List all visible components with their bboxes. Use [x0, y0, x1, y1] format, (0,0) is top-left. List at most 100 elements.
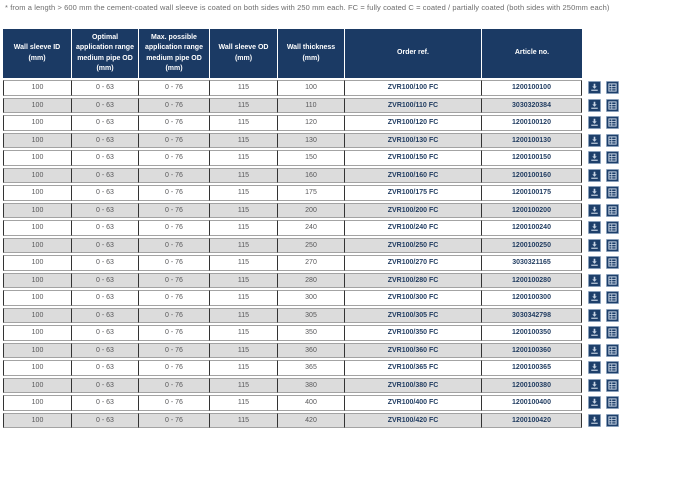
cell-col-article: 1200100420: [481, 412, 582, 428]
datasheet-button[interactable]: [605, 413, 619, 427]
cell-col-order: ZVR100/305 FC: [344, 307, 481, 323]
cell-col-od: 115: [209, 202, 277, 218]
datasheet-button[interactable]: [605, 151, 619, 165]
datasheet-button[interactable]: [605, 396, 619, 410]
cell-col-thickness: 130: [277, 132, 344, 148]
download-button[interactable]: [588, 361, 601, 375]
cell-col-od: 115: [209, 80, 277, 96]
download-button[interactable]: [588, 291, 601, 305]
cell-col-id: 100: [3, 342, 71, 358]
row-actions: [582, 395, 628, 411]
datasheet-button[interactable]: [605, 343, 619, 357]
datasheet-icon: [608, 398, 617, 407]
cell-col-article: 1200100300: [481, 290, 582, 306]
datasheet-button[interactable]: [605, 98, 619, 112]
cell-col-max: 0 - 76: [138, 290, 209, 306]
download-button[interactable]: [588, 221, 601, 235]
table-row: 100 0 - 63 0 - 76 115 420 ZVR100/420 FC 120010…: [3, 412, 628, 428]
cell-col-id: 100: [3, 395, 71, 411]
datasheet-button[interactable]: [605, 81, 619, 95]
table-row: 100 0 - 63 0 - 76 115 150 ZVR100/150 FC 120010…: [3, 150, 628, 166]
datasheet-icon: [608, 83, 617, 92]
cell-col-order: ZVR100/150 FC: [344, 150, 481, 166]
datasheet-button[interactable]: [605, 168, 619, 182]
datasheet-button[interactable]: [605, 361, 619, 375]
cell-col-optimal: 0 - 63: [71, 132, 138, 148]
datasheet-icon: [608, 328, 617, 337]
download-button[interactable]: [588, 413, 601, 427]
download-icon: [590, 293, 599, 302]
datasheet-button[interactable]: [605, 326, 619, 340]
cell-col-od: 115: [209, 395, 277, 411]
datasheet-button[interactable]: [605, 133, 619, 147]
datasheet-button[interactable]: [605, 308, 619, 322]
download-button[interactable]: [588, 116, 601, 130]
cell-col-order: ZVR100/175 FC: [344, 185, 481, 201]
download-button[interactable]: [588, 256, 601, 270]
cell-col-od: 115: [209, 360, 277, 376]
download-button[interactable]: [588, 343, 601, 357]
table-row: 100 0 - 63 0 - 76 115 380 ZVR100/380 FC 120010…: [3, 377, 628, 393]
download-button[interactable]: [588, 308, 601, 322]
cell-col-max: 0 - 76: [138, 360, 209, 376]
download-icon: [590, 171, 599, 180]
download-icon: [590, 416, 599, 425]
datasheet-button[interactable]: [605, 256, 619, 270]
row-actions: [582, 290, 628, 306]
row-actions: [582, 360, 628, 376]
cell-col-article: 1200100100: [481, 80, 582, 96]
actions-column-header: [582, 29, 628, 78]
row-actions: [582, 203, 628, 219]
download-button[interactable]: [588, 238, 601, 252]
row-actions: [582, 150, 628, 166]
cell-col-id: 100: [3, 167, 71, 183]
download-button[interactable]: [588, 203, 601, 217]
download-icon: [590, 311, 599, 320]
cell-col-optimal: 0 - 63: [71, 325, 138, 341]
download-button[interactable]: [588, 168, 601, 182]
download-button[interactable]: [588, 326, 601, 340]
download-button[interactable]: [588, 273, 601, 287]
download-button[interactable]: [588, 98, 601, 112]
download-button[interactable]: [588, 133, 601, 147]
datasheet-icon: [608, 258, 617, 267]
datasheet-button[interactable]: [605, 378, 619, 392]
download-icon: [590, 241, 599, 250]
cell-col-id: 100: [3, 360, 71, 376]
cell-col-thickness: 300: [277, 290, 344, 306]
download-button[interactable]: [588, 378, 601, 392]
datasheet-button[interactable]: [605, 203, 619, 217]
cell-col-od: 115: [209, 220, 277, 236]
datasheet-button[interactable]: [605, 273, 619, 287]
cell-col-order: ZVR100/400 FC: [344, 395, 481, 411]
download-icon: [590, 206, 599, 215]
cell-col-optimal: 0 - 63: [71, 255, 138, 271]
row-actions: [582, 168, 628, 184]
download-button[interactable]: [588, 186, 601, 200]
datasheet-icon: [608, 136, 617, 145]
download-button[interactable]: [588, 81, 601, 95]
cell-col-order: ZVR100/110 FC: [344, 97, 481, 113]
cell-col-od: 115: [209, 237, 277, 253]
cell-col-optimal: 0 - 63: [71, 395, 138, 411]
cell-col-od: 115: [209, 255, 277, 271]
product-table-wrap: Wall sleeve ID (mm) Optimal application r…: [3, 27, 700, 430]
cell-col-article: 1200100280: [481, 272, 582, 288]
cell-col-od: 115: [209, 115, 277, 131]
datasheet-button[interactable]: [605, 186, 619, 200]
column-header-4: Wall sleeve OD (mm): [209, 29, 277, 78]
download-button[interactable]: [588, 396, 601, 410]
datasheet-button[interactable]: [605, 291, 619, 305]
table-row: 100 0 - 63 0 - 76 115 270 ZVR100/270 FC 303032…: [3, 255, 628, 271]
cell-col-od: 115: [209, 132, 277, 148]
cell-col-id: 100: [3, 255, 71, 271]
cell-col-od: 115: [209, 185, 277, 201]
datasheet-button[interactable]: [605, 221, 619, 235]
datasheet-button[interactable]: [605, 238, 619, 252]
cell-col-article: 1200100130: [481, 132, 582, 148]
download-button[interactable]: [588, 151, 601, 165]
cell-col-order: ZVR100/240 FC: [344, 220, 481, 236]
row-actions: [582, 220, 628, 236]
datasheet-button[interactable]: [605, 116, 619, 130]
cell-col-thickness: 365: [277, 360, 344, 376]
